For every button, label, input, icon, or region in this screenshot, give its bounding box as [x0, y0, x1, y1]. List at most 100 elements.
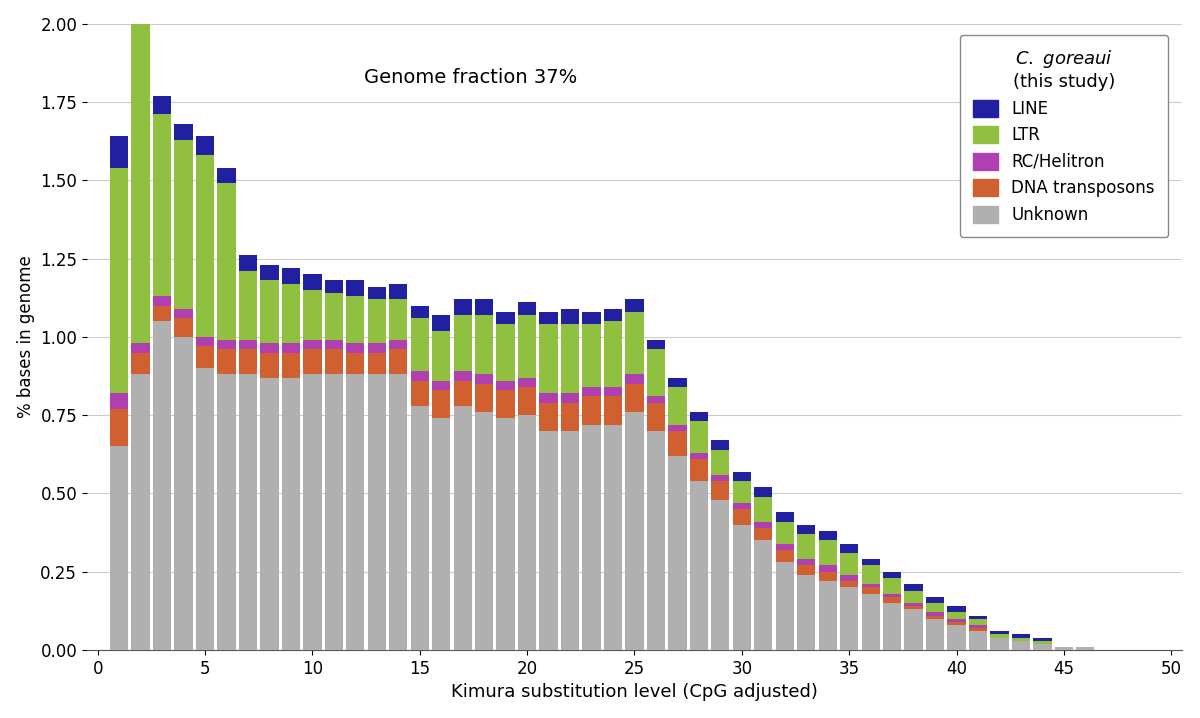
Bar — [840, 581, 858, 587]
Bar — [690, 421, 708, 453]
Bar — [862, 566, 880, 584]
Bar — [239, 256, 257, 271]
Bar — [990, 638, 1008, 650]
Bar — [775, 512, 794, 522]
Bar — [968, 625, 988, 628]
Bar — [1012, 640, 1030, 650]
Bar — [518, 415, 536, 650]
Bar — [947, 606, 966, 612]
Bar — [389, 340, 407, 350]
Bar — [304, 375, 322, 650]
Bar — [862, 587, 880, 594]
Bar — [497, 390, 515, 419]
Bar — [497, 312, 515, 325]
Bar — [1033, 644, 1051, 650]
Bar — [754, 541, 773, 650]
Bar — [625, 299, 643, 312]
Bar — [196, 136, 214, 155]
Bar — [818, 566, 836, 572]
Bar — [347, 296, 365, 343]
Bar — [840, 587, 858, 650]
Bar — [905, 603, 923, 606]
Bar — [282, 268, 300, 284]
Bar — [540, 393, 558, 403]
Bar — [282, 284, 300, 343]
Bar — [410, 406, 428, 650]
Bar — [454, 315, 472, 371]
Bar — [775, 550, 794, 562]
Bar — [282, 378, 300, 650]
Bar — [217, 375, 235, 650]
Bar — [454, 371, 472, 381]
Bar — [647, 431, 665, 650]
Bar — [110, 409, 128, 447]
Bar — [347, 375, 365, 650]
Bar — [926, 615, 944, 619]
Bar — [754, 528, 773, 541]
Bar — [454, 299, 472, 315]
Bar — [604, 309, 622, 321]
Bar — [196, 337, 214, 346]
Bar — [947, 612, 966, 619]
Bar — [647, 340, 665, 350]
Bar — [797, 525, 815, 534]
Bar — [883, 597, 901, 603]
Bar — [174, 124, 193, 139]
Bar — [217, 168, 235, 183]
Bar — [304, 274, 322, 290]
Bar — [454, 381, 472, 406]
Bar — [389, 375, 407, 650]
Bar — [775, 562, 794, 650]
Bar — [347, 353, 365, 375]
Bar — [625, 375, 643, 384]
Bar — [560, 403, 580, 431]
Bar — [304, 340, 322, 350]
Bar — [518, 387, 536, 415]
Bar — [560, 431, 580, 650]
Bar — [410, 381, 428, 406]
Bar — [389, 299, 407, 340]
Bar — [174, 309, 193, 318]
Bar — [239, 340, 257, 350]
Bar — [926, 603, 944, 612]
Bar — [367, 299, 386, 343]
Bar — [668, 456, 686, 650]
Bar — [560, 393, 580, 403]
Bar — [518, 302, 536, 315]
Bar — [818, 581, 836, 650]
Bar — [132, 343, 150, 353]
Bar — [797, 575, 815, 650]
Bar — [668, 431, 686, 456]
Bar — [475, 384, 493, 412]
Bar — [110, 447, 128, 650]
Bar — [712, 475, 730, 481]
Bar — [797, 566, 815, 575]
Bar — [217, 183, 235, 340]
Bar — [690, 481, 708, 650]
Bar — [818, 531, 836, 541]
Bar — [174, 139, 193, 309]
Bar — [625, 384, 643, 412]
Bar — [604, 387, 622, 396]
Bar — [152, 114, 172, 296]
Bar — [1012, 635, 1030, 638]
Bar — [196, 155, 214, 337]
Text: Genome fraction 37%: Genome fraction 37% — [364, 67, 577, 86]
Bar — [497, 419, 515, 650]
Bar — [712, 449, 730, 475]
Bar — [304, 350, 322, 375]
Bar — [152, 306, 172, 321]
Bar — [540, 403, 558, 431]
Bar — [152, 95, 172, 114]
Bar — [239, 375, 257, 650]
Bar — [1055, 647, 1073, 650]
Bar — [968, 615, 988, 619]
Bar — [840, 575, 858, 581]
Legend: LINE, LTR, RC/Helitron, DNA transposons, Unknown: LINE, LTR, RC/Helitron, DNA transposons,… — [960, 35, 1168, 237]
Bar — [432, 330, 450, 381]
Y-axis label: % bases in genome: % bases in genome — [17, 256, 35, 419]
Bar — [862, 584, 880, 587]
Bar — [540, 431, 558, 650]
Bar — [668, 424, 686, 431]
Bar — [540, 312, 558, 325]
